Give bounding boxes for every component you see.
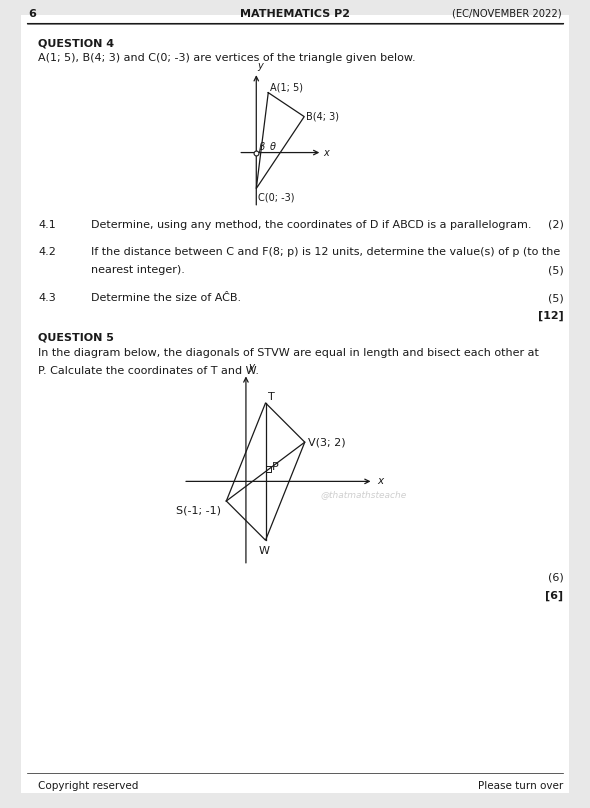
- Text: y: y: [248, 361, 254, 372]
- Text: W: W: [259, 546, 270, 556]
- Text: Please turn over: Please turn over: [478, 781, 563, 790]
- Text: C(0; -3): C(0; -3): [258, 192, 294, 202]
- Text: x: x: [378, 477, 384, 486]
- Text: y: y: [257, 61, 263, 71]
- Text: 4.3: 4.3: [38, 293, 56, 303]
- Text: If the distance between C and F(8; p) is 12 units, determine the value(s) of p (: If the distance between C and F(8; p) is…: [91, 247, 560, 257]
- Text: (EC/NOVEMBER 2022): (EC/NOVEMBER 2022): [452, 9, 562, 19]
- Text: S(-1; -1): S(-1; -1): [176, 506, 221, 516]
- Text: nearest integer).: nearest integer).: [91, 265, 185, 275]
- Text: In the diagram below, the diagonals of STVW are equal in length and bisect each : In the diagram below, the diagonals of S…: [38, 348, 539, 358]
- Text: @thatmathsteache: @thatmathsteache: [320, 490, 407, 499]
- Text: [6]: [6]: [545, 591, 563, 601]
- Text: (2): (2): [548, 220, 563, 229]
- Text: 6: 6: [28, 9, 36, 19]
- Text: P: P: [272, 462, 278, 472]
- Text: (5): (5): [548, 265, 563, 275]
- Text: 4.2: 4.2: [38, 247, 56, 257]
- Text: x: x: [323, 148, 329, 158]
- Text: Determine the size of AĈB.: Determine the size of AĈB.: [91, 293, 241, 303]
- Text: $\theta$: $\theta$: [269, 140, 277, 152]
- Text: MATHEMATICS P2: MATHEMATICS P2: [240, 9, 350, 19]
- Text: 4.1: 4.1: [38, 220, 56, 229]
- Text: QUESTION 5: QUESTION 5: [38, 333, 114, 343]
- Text: (6): (6): [548, 573, 563, 583]
- Text: A(1; 5), B(4; 3) and C(0; -3) are vertices of the triangle given below.: A(1; 5), B(4; 3) and C(0; -3) are vertic…: [38, 53, 416, 63]
- Text: P. Calculate the coordinates of T and W.: P. Calculate the coordinates of T and W.: [38, 366, 260, 376]
- Text: T: T: [268, 392, 275, 402]
- Text: QUESTION 4: QUESTION 4: [38, 39, 114, 48]
- Text: (5): (5): [548, 293, 563, 303]
- Text: [12]: [12]: [537, 311, 563, 322]
- Text: Copyright reserved: Copyright reserved: [38, 781, 139, 790]
- Text: $\beta$: $\beta$: [258, 140, 266, 154]
- Text: B(4; 3): B(4; 3): [306, 112, 339, 122]
- Text: Determine, using any method, the coordinates of D if ABCD is a parallelogram.: Determine, using any method, the coordin…: [91, 220, 532, 229]
- Text: V(3; 2): V(3; 2): [309, 437, 346, 447]
- Text: A(1; 5): A(1; 5): [270, 83, 303, 93]
